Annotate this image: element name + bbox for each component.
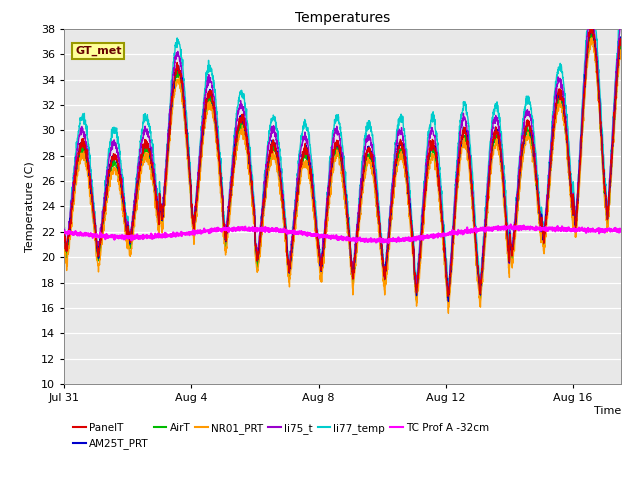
- li77_temp: [60, 221, 68, 227]
- li77_temp: [264, 140, 272, 146]
- Line: NR01_PRT: NR01_PRT: [64, 38, 621, 313]
- NR01_PRT: [588, 35, 596, 41]
- PanelT: [140, 142, 148, 148]
- AirT: [453, 186, 461, 192]
- Line: TC Prof A -32cm: TC Prof A -32cm: [64, 224, 621, 243]
- NR01_PRT: [453, 191, 461, 196]
- Line: PanelT: PanelT: [64, 26, 621, 296]
- TC Prof A -32cm: [140, 234, 148, 240]
- AM25T_PRT: [60, 230, 68, 236]
- AirT: [140, 150, 148, 156]
- NR01_PRT: [60, 241, 68, 247]
- AirT: [551, 117, 559, 123]
- AM25T_PRT: [264, 161, 272, 167]
- AirT: [554, 96, 562, 102]
- Line: AirT: AirT: [64, 31, 621, 302]
- AirT: [356, 210, 364, 216]
- PanelT: [617, 36, 625, 42]
- li75_t: [60, 228, 68, 234]
- NR01_PRT: [551, 125, 559, 131]
- li75_t: [264, 147, 272, 153]
- PanelT: [264, 155, 272, 161]
- li77_temp: [356, 183, 364, 189]
- AirT: [617, 39, 625, 45]
- TC Prof A -32cm: [385, 240, 392, 246]
- li77_temp: [453, 161, 461, 167]
- TC Prof A -32cm: [507, 221, 515, 227]
- NR01_PRT: [554, 104, 562, 109]
- PanelT: [554, 91, 562, 97]
- AM25T_PRT: [551, 113, 559, 119]
- PanelT: [444, 293, 452, 299]
- TC Prof A -32cm: [551, 228, 559, 234]
- NR01_PRT: [356, 216, 364, 222]
- li75_t: [453, 163, 461, 169]
- TC Prof A -32cm: [60, 230, 68, 236]
- li77_temp: [140, 118, 148, 124]
- AM25T_PRT: [356, 204, 364, 210]
- li77_temp: [445, 288, 452, 294]
- li75_t: [444, 289, 452, 295]
- Title: Temperatures: Temperatures: [295, 11, 390, 25]
- AM25T_PRT: [617, 35, 625, 40]
- li77_temp: [551, 88, 559, 94]
- Line: li75_t: li75_t: [64, 14, 621, 292]
- Legend: PanelT, AM25T_PRT, AirT, NR01_PRT, li75_t, li77_temp, TC Prof A -32cm: PanelT, AM25T_PRT, AirT, NR01_PRT, li75_…: [69, 419, 493, 454]
- PanelT: [453, 174, 461, 180]
- NR01_PRT: [140, 154, 148, 160]
- NR01_PRT: [445, 311, 452, 316]
- AM25T_PRT: [140, 144, 148, 150]
- AM25T_PRT: [588, 24, 596, 29]
- TC Prof A -32cm: [555, 228, 563, 233]
- Y-axis label: Temperature (C): Temperature (C): [25, 161, 35, 252]
- PanelT: [588, 24, 595, 29]
- TC Prof A -32cm: [617, 228, 625, 233]
- PanelT: [356, 204, 364, 209]
- X-axis label: Time: Time: [593, 406, 621, 416]
- li75_t: [587, 11, 595, 17]
- AirT: [264, 165, 272, 170]
- Text: GT_met: GT_met: [75, 46, 122, 56]
- li75_t: [356, 192, 364, 198]
- PanelT: [60, 232, 68, 238]
- Line: li77_temp: li77_temp: [64, 3, 621, 291]
- AM25T_PRT: [445, 299, 452, 304]
- li75_t: [617, 18, 625, 24]
- AirT: [60, 235, 68, 241]
- AM25T_PRT: [554, 92, 562, 97]
- AirT: [588, 28, 595, 34]
- AirT: [445, 299, 452, 305]
- li75_t: [140, 131, 148, 137]
- TC Prof A -32cm: [356, 235, 364, 240]
- li75_t: [551, 94, 559, 100]
- li77_temp: [617, 10, 625, 16]
- NR01_PRT: [264, 169, 272, 175]
- NR01_PRT: [617, 48, 625, 53]
- li77_temp: [587, 0, 595, 6]
- AM25T_PRT: [453, 181, 461, 187]
- TC Prof A -32cm: [453, 230, 461, 236]
- PanelT: [551, 116, 559, 122]
- li75_t: [554, 74, 562, 80]
- TC Prof A -32cm: [264, 226, 272, 231]
- Line: AM25T_PRT: AM25T_PRT: [64, 26, 621, 301]
- li77_temp: [554, 69, 562, 75]
